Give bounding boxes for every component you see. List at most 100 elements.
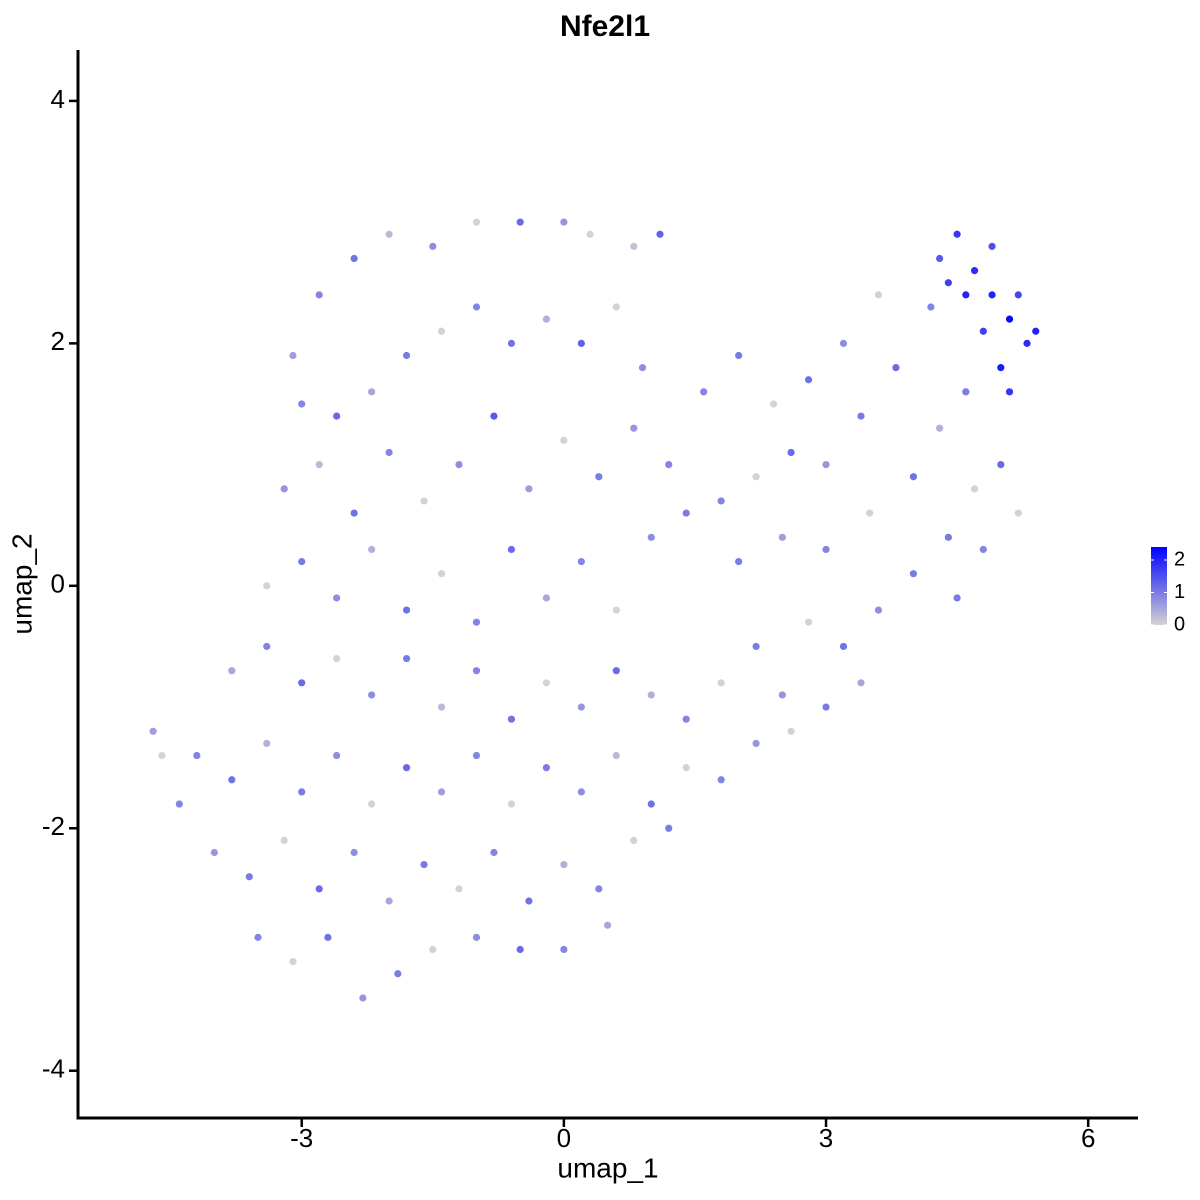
cell-point xyxy=(944,533,952,541)
cell-point xyxy=(420,497,428,505)
cell-point xyxy=(988,242,996,250)
y-tick-label: 0 xyxy=(51,569,65,599)
cell-point xyxy=(472,218,481,226)
cell-point xyxy=(647,533,655,541)
cell-point xyxy=(822,460,830,469)
cell-point xyxy=(402,654,411,663)
cell-point xyxy=(315,885,323,893)
cell-point xyxy=(472,933,481,941)
x-tick-label: 3 xyxy=(819,1123,833,1153)
cell-point xyxy=(385,448,393,457)
cell-point xyxy=(402,764,411,772)
cell-point xyxy=(804,618,813,626)
cell-point xyxy=(158,751,166,760)
cell-point xyxy=(193,751,201,760)
cell-point xyxy=(289,958,297,966)
cell-point xyxy=(909,473,918,481)
x-tick-label: 6 xyxy=(1081,1123,1095,1153)
chart-title: Nfe2l1 xyxy=(560,10,650,43)
cell-point xyxy=(656,230,664,238)
x-axis-title: umap_1 xyxy=(557,1152,658,1183)
cell-point xyxy=(892,364,900,372)
cell-point xyxy=(542,764,550,772)
cell-point xyxy=(315,291,323,299)
cell-point xyxy=(359,994,367,1002)
cell-point xyxy=(298,400,306,408)
cell-point xyxy=(839,339,848,347)
cell-point xyxy=(682,509,690,517)
cell-point xyxy=(289,351,297,360)
cell-point xyxy=(769,400,778,408)
colorbar-tick-label: 1 xyxy=(1174,581,1185,603)
cell-point xyxy=(350,254,358,263)
cell-point xyxy=(603,921,612,929)
cell-point xyxy=(752,473,760,481)
cell-point xyxy=(866,509,874,517)
cell-point xyxy=(298,679,306,687)
cell-point xyxy=(595,473,603,481)
cell-point xyxy=(936,424,944,432)
cell-point xyxy=(507,339,516,347)
cell-point xyxy=(787,448,795,457)
cell-point xyxy=(647,691,655,699)
cell-point xyxy=(612,751,620,760)
cell-point xyxy=(665,824,673,832)
y-tick-label: -2 xyxy=(42,811,65,841)
cell-point xyxy=(507,545,516,554)
cell-point xyxy=(962,291,970,299)
cell-point xyxy=(333,654,341,663)
cell-point xyxy=(857,412,865,420)
cell-point xyxy=(368,388,376,396)
cell-point xyxy=(394,970,402,978)
cell-point xyxy=(516,218,524,226)
cell-point xyxy=(787,727,795,735)
cell-point xyxy=(577,339,585,347)
cell-point xyxy=(752,642,760,651)
cell-point xyxy=(437,327,446,335)
cell-point xyxy=(612,667,620,675)
cell-point xyxy=(525,485,533,493)
y-axis-title: umap_2 xyxy=(6,533,37,634)
cell-point xyxy=(210,848,218,857)
cell-point xyxy=(665,460,673,469)
cell-point xyxy=(595,885,603,893)
cell-point xyxy=(630,424,638,432)
cell-point xyxy=(333,751,341,760)
cell-point xyxy=(472,667,481,675)
cell-point xyxy=(638,364,647,372)
cell-point xyxy=(804,376,813,384)
cell-point xyxy=(385,897,393,905)
cell-point xyxy=(857,679,865,687)
cell-point xyxy=(333,412,341,420)
y-tick-label: -4 xyxy=(42,1054,65,1084)
cell-point xyxy=(1032,327,1040,335)
cell-point xyxy=(368,691,376,699)
cell-point xyxy=(228,776,236,784)
cell-point xyxy=(472,618,481,626)
cell-point xyxy=(586,230,594,238)
cell-point xyxy=(1023,339,1031,347)
cell-point xyxy=(429,945,437,954)
cell-point xyxy=(909,570,918,578)
cell-point xyxy=(263,739,271,748)
cell-point xyxy=(988,291,996,299)
cell-point xyxy=(953,594,961,602)
cell-point xyxy=(228,667,236,675)
cell-point xyxy=(350,509,358,517)
cell-point xyxy=(542,594,550,602)
cell-point xyxy=(245,873,253,881)
cell-point xyxy=(700,388,708,396)
cell-point xyxy=(874,606,883,614)
cell-point xyxy=(429,242,437,250)
cell-point xyxy=(298,557,306,566)
cell-point xyxy=(682,715,690,723)
cell-point xyxy=(263,582,271,590)
cell-point xyxy=(402,606,411,614)
cell-point xyxy=(263,642,271,651)
cell-point xyxy=(944,279,952,287)
cell-point xyxy=(953,230,961,238)
cell-point xyxy=(612,606,620,614)
cell-point xyxy=(560,945,568,954)
cell-point xyxy=(936,254,944,263)
